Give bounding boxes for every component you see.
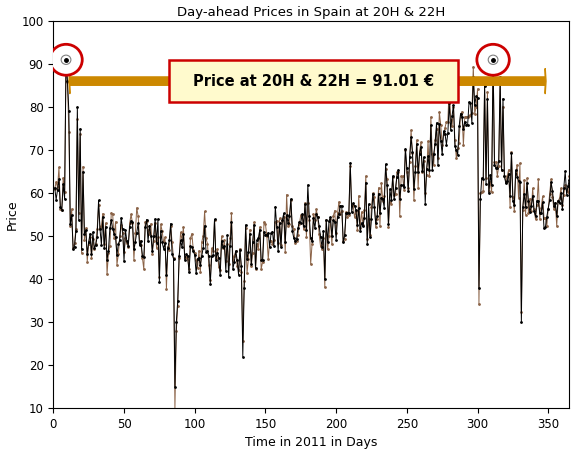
Ellipse shape [488, 55, 498, 65]
Ellipse shape [61, 55, 71, 65]
FancyBboxPatch shape [170, 60, 458, 102]
Ellipse shape [477, 44, 509, 75]
Y-axis label: Price: Price [6, 199, 18, 230]
Ellipse shape [50, 44, 82, 75]
Text: Price at 20H & 22H = 91.01 €: Price at 20H & 22H = 91.01 € [193, 74, 435, 89]
Title: Day-ahead Prices in Spain at 20H & 22H: Day-ahead Prices in Spain at 20H & 22H [177, 5, 446, 19]
X-axis label: Time in 2011 in Days: Time in 2011 in Days [245, 436, 378, 450]
